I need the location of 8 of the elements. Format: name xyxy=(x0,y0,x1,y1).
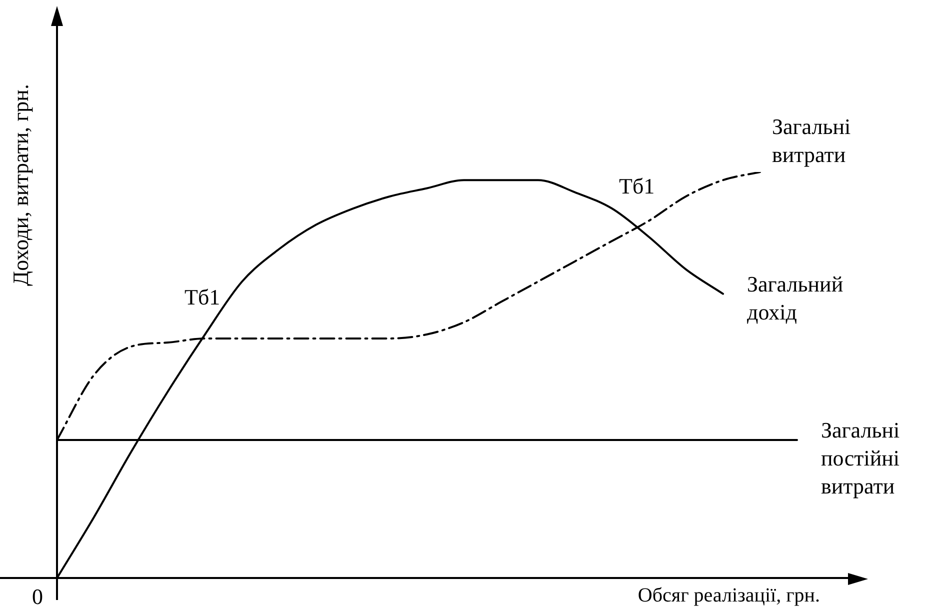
series-label: Загальний дохід xyxy=(747,272,844,325)
series-label: Загальні постійні витрати xyxy=(821,418,900,499)
text: 0 xyxy=(32,584,43,607)
series-label: Загальні витрати xyxy=(772,114,851,167)
annotation: Тб1 xyxy=(619,173,655,198)
y-axis-title: Доходи, витрати, грн. xyxy=(8,84,33,286)
annotation: Тб1 xyxy=(184,284,220,310)
x-axis-title: Обсяг реалізації, грн. xyxy=(638,584,820,606)
